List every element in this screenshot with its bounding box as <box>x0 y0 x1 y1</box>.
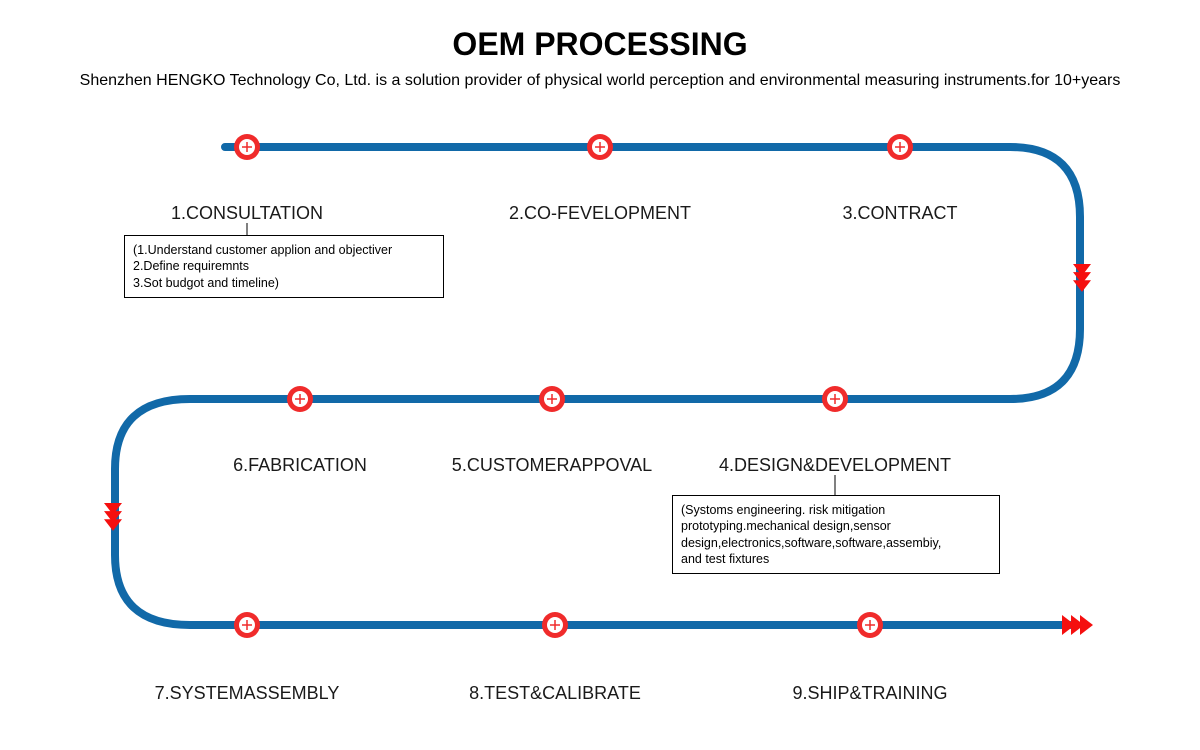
step-label: 1.CONSULTATION <box>171 203 323 224</box>
detail-line: (Systoms engineering. risk mitigation <box>681 502 991 518</box>
process-node[interactable] <box>234 612 260 638</box>
detail-line: design,electronics,software,software,ass… <box>681 535 991 551</box>
step-label: 9.SHIP&TRAINING <box>792 683 947 704</box>
step-label: 4.DESIGN&DEVELOPMENT <box>719 455 951 476</box>
flow-arrow-icon <box>1073 264 1091 292</box>
step-label: 3.CONTRACT <box>842 203 957 224</box>
process-node[interactable] <box>234 134 260 160</box>
step-detail-box: (1.Understand customer applion and objec… <box>124 235 444 298</box>
detail-connector <box>835 475 836 495</box>
detail-line: and test fixtures <box>681 551 991 567</box>
flow-arrow-icon <box>104 503 122 531</box>
detail-connector <box>247 223 248 235</box>
detail-line: (1.Understand customer applion and objec… <box>133 242 435 258</box>
detail-line: 2.Define requiremnts <box>133 258 435 274</box>
process-node[interactable] <box>857 612 883 638</box>
step-detail-box: (Systoms engineering. risk mitigationpro… <box>672 495 1000 574</box>
process-flow-diagram <box>0 0 1200 750</box>
step-label: 8.TEST&CALIBRATE <box>469 683 641 704</box>
process-node[interactable] <box>539 386 565 412</box>
step-label: 2.CO-FEVELOPMENT <box>509 203 691 224</box>
process-node[interactable] <box>587 134 613 160</box>
process-node[interactable] <box>287 386 313 412</box>
step-label: 5.CUSTOMERAPPOVAL <box>452 455 652 476</box>
process-node[interactable] <box>542 612 568 638</box>
step-label: 7.SYSTEMASSEMBLY <box>155 683 340 704</box>
process-node[interactable] <box>887 134 913 160</box>
flow-arrow-icon <box>1062 615 1093 635</box>
process-node[interactable] <box>822 386 848 412</box>
detail-line: 3.Sot budgot and timeline) <box>133 275 435 291</box>
detail-line: prototyping.mechanical design,sensor <box>681 518 991 534</box>
step-label: 6.FABRICATION <box>233 455 367 476</box>
